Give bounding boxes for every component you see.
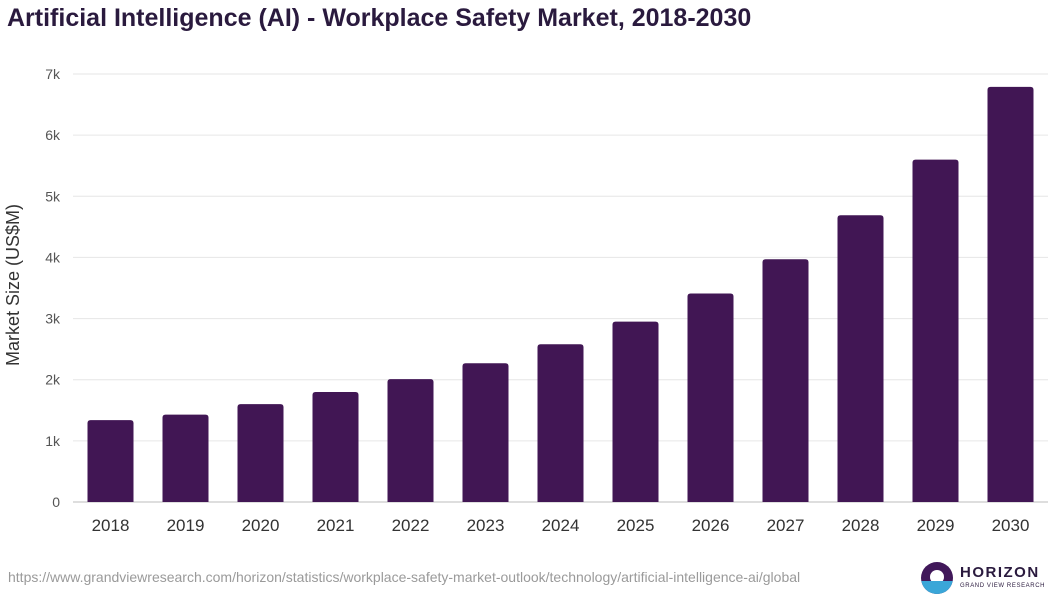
source-url[interactable]: https://www.grandviewresearch.com/horizo…: [8, 569, 801, 585]
y-tick-label: 3k: [45, 311, 61, 327]
horizon-sun-icon: [921, 562, 953, 594]
bar-2022[interactable]: [387, 379, 434, 502]
bar-2023[interactable]: [462, 363, 509, 502]
y-tick-label: 0: [52, 494, 60, 510]
y-tick-label: 6k: [45, 127, 61, 143]
bar-2029[interactable]: [912, 159, 959, 502]
bar-2021[interactable]: [312, 391, 359, 502]
logo-subtitle: GRAND VIEW RESEARCH: [960, 583, 1046, 589]
bar-2027[interactable]: [762, 259, 809, 502]
bar-2018[interactable]: [87, 420, 134, 502]
x-tick-label: 2023: [467, 516, 505, 535]
bar-2020[interactable]: [237, 404, 284, 502]
y-tick-label: 4k: [45, 249, 61, 265]
x-tick-label: 2018: [92, 516, 130, 535]
x-tick-label: 2019: [167, 516, 205, 535]
bar-2025[interactable]: [612, 321, 659, 502]
y-tick-label: 1k: [45, 433, 61, 449]
bar-chart: 0 1k 2k 3k 4k 5k 6k 7k 2018 2019 2020 2021 2022 2023…: [3, 66, 1048, 535]
bar-2028[interactable]: [837, 215, 884, 503]
horizon-logo[interactable]: HORIZON GRAND VIEW RESEARCH: [921, 562, 1051, 596]
bar-2019[interactable]: [162, 414, 209, 502]
x-tick-label: 2026: [692, 516, 730, 535]
bars: [87, 86, 1034, 503]
bar-2026[interactable]: [687, 293, 734, 502]
y-tick-label: 5k: [45, 188, 61, 204]
x-tick-label: 2029: [917, 516, 955, 535]
x-tick-label: 2025: [617, 516, 655, 535]
y-tick-label: 7k: [45, 66, 61, 82]
y-axis-label: Market Size (US$M): [3, 204, 23, 366]
x-axis-tick-labels: 2018 2019 2020 2021 2022 2023 2024 2025 2026 2027…: [92, 516, 1030, 535]
y-tick-label: 2k: [45, 372, 61, 388]
x-tick-label: 2028: [842, 516, 880, 535]
x-tick-label: 2027: [767, 516, 805, 535]
x-tick-label: 2020: [242, 516, 280, 535]
bar-2030[interactable]: [987, 86, 1034, 502]
bar-2024[interactable]: [537, 344, 584, 502]
chart-title: Artificial Intelligence (AI) - Workplace…: [7, 4, 752, 32]
x-tick-label: 2021: [317, 516, 355, 535]
y-axis-tick-labels: 0 1k 2k 3k 4k 5k 6k 7k: [45, 66, 61, 510]
x-tick-label: 2022: [392, 516, 430, 535]
x-tick-label: 2030: [992, 516, 1030, 535]
logo-name: HORIZON: [960, 564, 1040, 581]
x-tick-label: 2024: [542, 516, 580, 535]
